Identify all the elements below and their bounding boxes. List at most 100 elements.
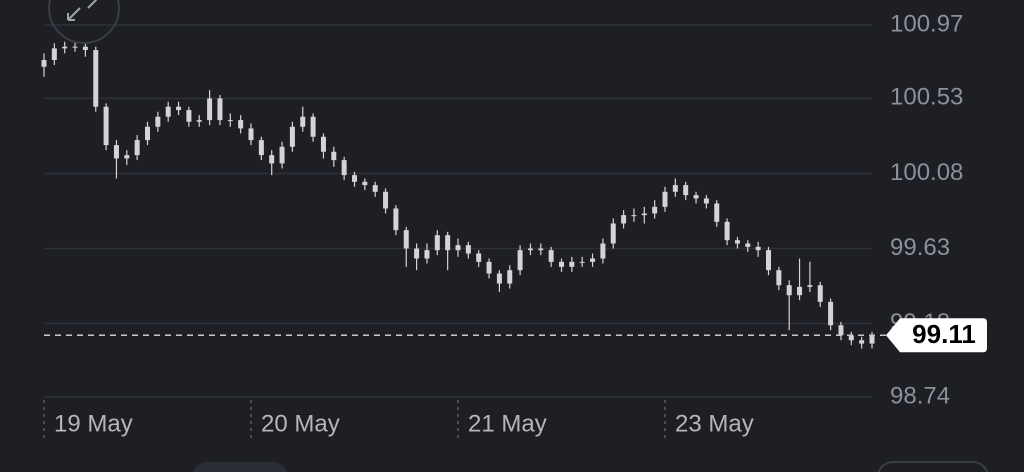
candle-body — [424, 250, 430, 259]
candle-body — [207, 98, 213, 121]
price-label: 99.11 — [912, 319, 976, 349]
candle-body — [828, 301, 834, 326]
candle-body — [496, 273, 502, 284]
candle-body — [652, 206, 658, 214]
candle-body — [600, 243, 606, 259]
candle-body — [693, 195, 699, 199]
y-tick-label: 99.63 — [890, 234, 950, 261]
candle-body — [714, 203, 720, 222]
candle-body — [124, 155, 130, 159]
candle-body — [227, 120, 233, 122]
candle-body — [817, 285, 823, 302]
candle-body — [538, 248, 544, 251]
y-tick-label: 100.53 — [890, 84, 963, 111]
candle-body — [300, 116, 306, 127]
candle-body — [703, 198, 709, 204]
candle-body — [641, 213, 647, 216]
expand-button[interactable] — [48, 0, 120, 44]
tab-pill[interactable] — [877, 461, 989, 472]
candle-body — [455, 245, 461, 251]
candle-body — [238, 120, 244, 129]
candle-body — [672, 185, 678, 192]
candle-body — [766, 250, 771, 271]
x-tick-label: 20 May — [261, 410, 340, 437]
x-axis: 19 May 20 May 21 May 23 May — [43, 400, 754, 440]
candle-body — [486, 261, 492, 274]
y-tick-label: 100.97 — [890, 10, 963, 37]
candle-body — [755, 246, 761, 251]
candle-body — [548, 250, 554, 262]
candle-body — [507, 270, 513, 284]
candle-body — [797, 286, 803, 296]
candle-body — [838, 325, 844, 336]
candle-body — [72, 46, 78, 48]
candle-body — [517, 250, 523, 271]
candle-body — [590, 258, 596, 262]
candle-body — [807, 285, 813, 287]
candle-body — [662, 191, 668, 207]
candle-body — [145, 126, 150, 141]
candle-body — [279, 146, 285, 164]
candle-body — [559, 261, 564, 267]
candle-body — [869, 335, 875, 344]
expand-icon — [67, 0, 98, 21]
candle-body — [62, 46, 68, 49]
candle-body — [41, 60, 47, 67]
candle-body — [165, 106, 171, 117]
candles — [41, 41, 875, 349]
candle-body — [331, 151, 337, 161]
candle-body — [82, 46, 88, 51]
candle-body — [269, 155, 275, 164]
tab-pill[interactable] — [192, 462, 288, 472]
y-tick-label: 100.08 — [890, 159, 963, 186]
candle-body — [859, 340, 865, 344]
candle-body — [176, 106, 182, 111]
candle-body — [610, 223, 616, 244]
candle-body — [414, 248, 420, 259]
candle-body — [683, 185, 689, 196]
candle-body — [186, 110, 192, 122]
candle-body — [393, 208, 399, 231]
price-badge — [886, 318, 987, 353]
candle-body — [786, 285, 792, 296]
candle-body — [724, 221, 730, 241]
candle-body — [579, 261, 585, 263]
candle-body — [734, 240, 740, 244]
candle-body — [631, 215, 637, 217]
candle-body — [134, 140, 140, 156]
candle-body — [776, 270, 782, 286]
candle-body — [383, 191, 389, 209]
x-tick-label: 21 May — [468, 410, 547, 437]
candle-body — [465, 245, 471, 254]
candle-body — [527, 248, 533, 251]
candle-body — [196, 120, 202, 122]
candle-body — [310, 116, 316, 137]
x-tick-label: 23 May — [675, 410, 754, 437]
candle-body — [258, 140, 264, 156]
candle-body — [320, 136, 326, 152]
candle-body — [341, 160, 347, 176]
candle-body — [621, 215, 627, 224]
x-tick-label: 19 May — [54, 410, 133, 437]
price-marker: 99.11 — [44, 318, 987, 353]
button-ring[interactable] — [48, 0, 120, 44]
candle-body — [745, 243, 751, 247]
candle-body — [362, 181, 368, 186]
y-tick-label: 98.74 — [890, 382, 950, 409]
candle-body — [93, 50, 99, 107]
candle-body — [569, 261, 575, 267]
candle-body — [103, 106, 109, 146]
candle-body — [217, 98, 223, 121]
candle-body — [289, 126, 295, 147]
candle-body — [248, 128, 254, 141]
candle-body — [113, 145, 119, 159]
candle-body — [434, 235, 440, 251]
candle-body — [51, 48, 57, 61]
candle-body — [352, 175, 357, 182]
candle-body — [403, 230, 409, 249]
candle-body — [372, 185, 378, 192]
candle-body — [476, 253, 482, 262]
